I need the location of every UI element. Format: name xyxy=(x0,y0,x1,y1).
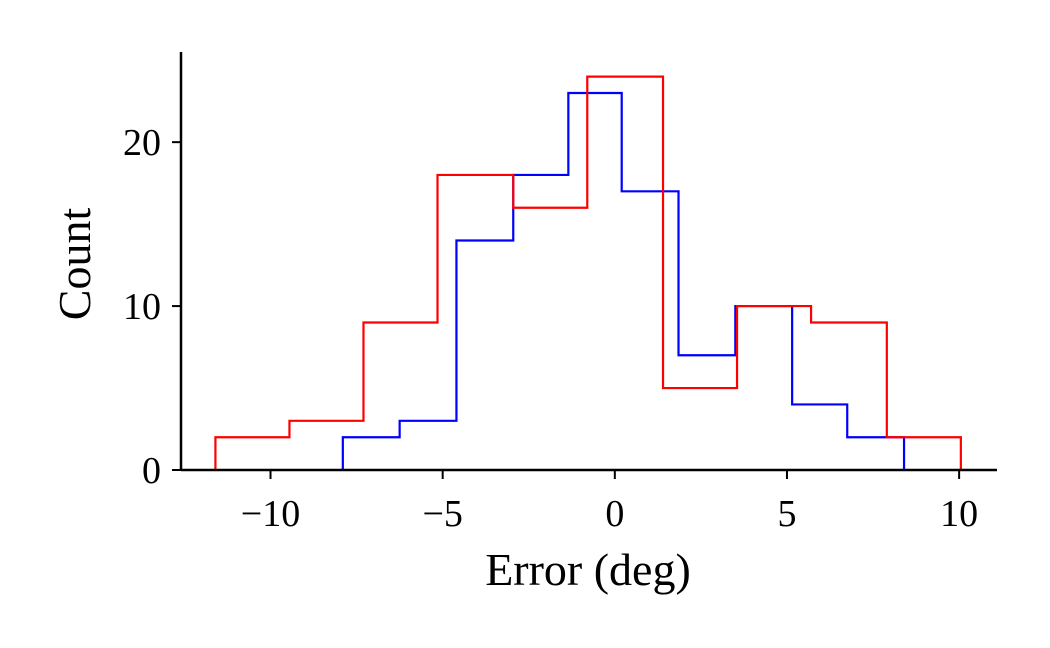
histogram-series-1 xyxy=(341,91,906,470)
x-axis-label: Error (deg) xyxy=(485,544,691,595)
y-axis-label: Count xyxy=(49,208,100,321)
x-tick-label: 5 xyxy=(777,493,796,535)
x-tick-label: 0 xyxy=(605,493,624,535)
x-tick-label: 10 xyxy=(940,493,978,535)
x-tick-label: −10 xyxy=(241,493,300,535)
histogram-series-2 xyxy=(214,75,962,470)
y-tick-label: 20 xyxy=(123,122,161,164)
x-tick-label: −5 xyxy=(422,493,462,535)
y-tick-label: 10 xyxy=(123,286,161,328)
series-layer xyxy=(214,75,962,470)
axes-layer: −10 −5 0 5 10 0 10 20 xyxy=(123,52,997,535)
y-tick-label: 0 xyxy=(142,450,161,492)
